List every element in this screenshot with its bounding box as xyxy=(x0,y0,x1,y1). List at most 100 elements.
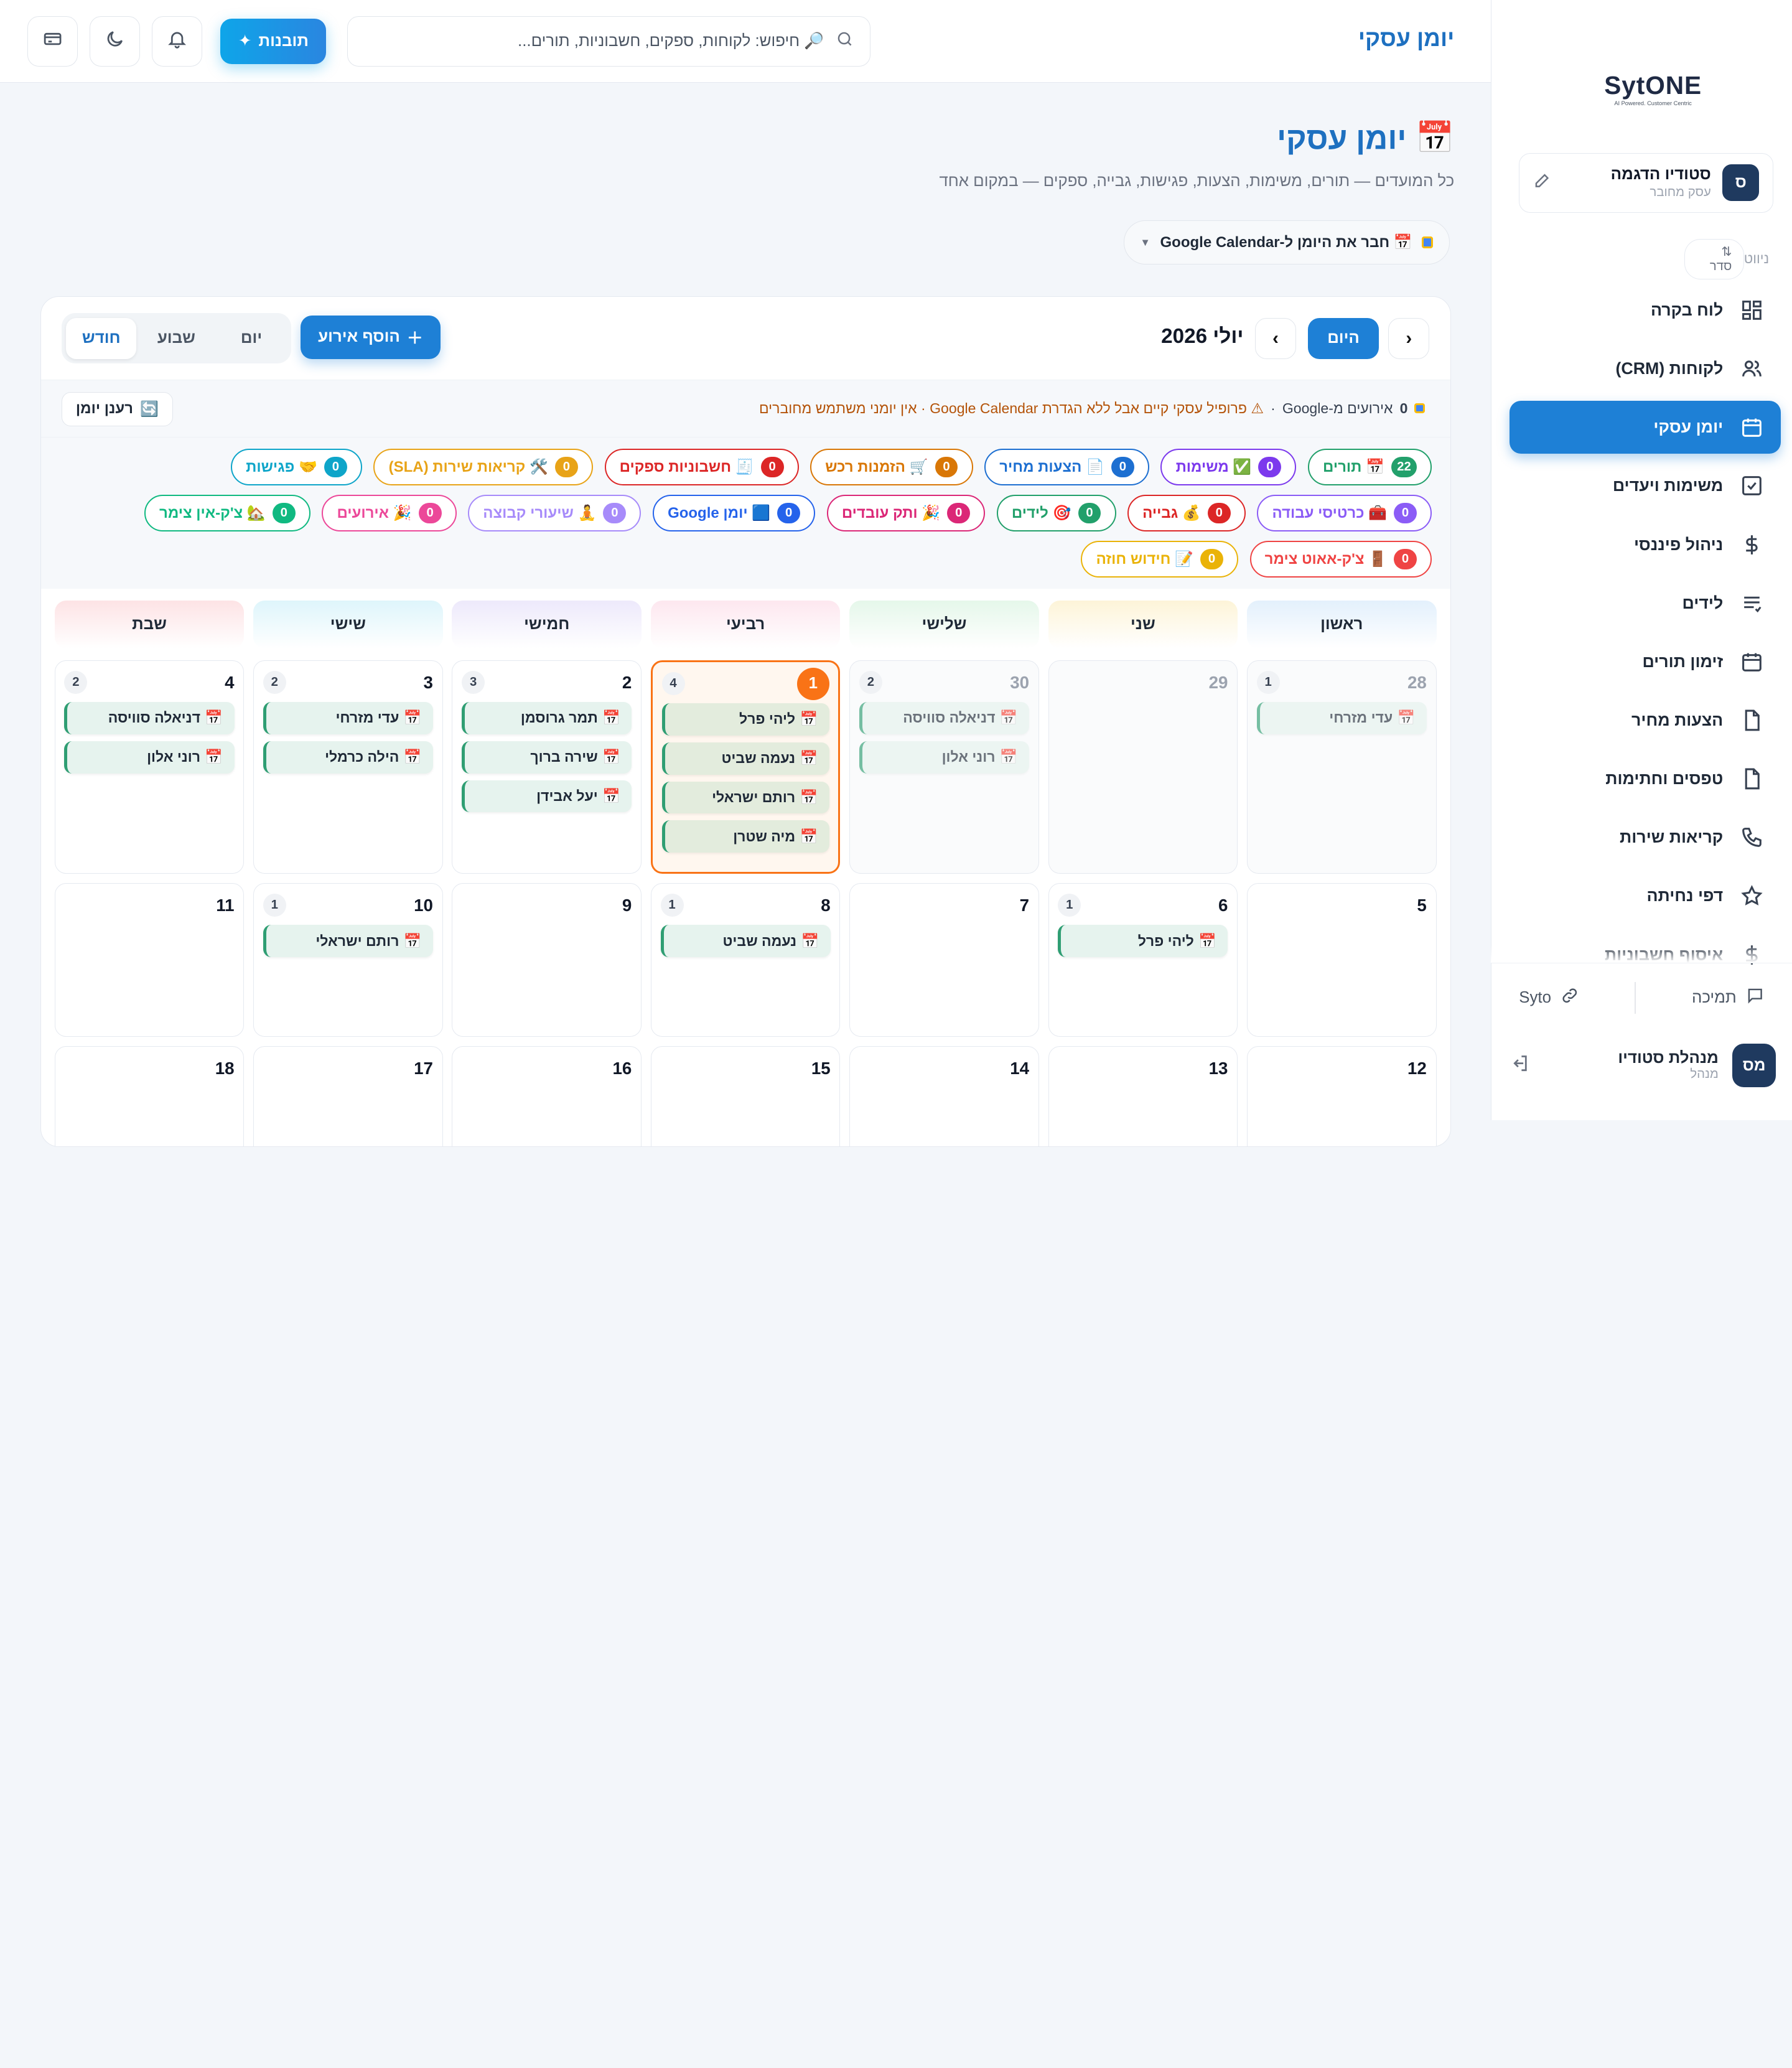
day-cell[interactable]: 10 1 📅 רותם ישראלי xyxy=(253,882,443,1037)
day-cell[interactable]: 18 xyxy=(54,1046,245,1146)
day-cell[interactable]: 16 xyxy=(452,1046,642,1146)
day-number: 15 xyxy=(811,1059,831,1078)
filter-chip[interactable]: 0 💰 גבייה xyxy=(1127,494,1246,531)
logo[interactable]: SytONE AI Powered. Customer Centric xyxy=(1602,71,1705,106)
calendar-event[interactable]: 📅 מיה שטרן xyxy=(661,820,829,853)
calendar-event[interactable]: 📅 עדי מזרחי xyxy=(1256,702,1427,734)
calendar-event[interactable]: 📅 נעמה שביט xyxy=(660,925,831,957)
filter-chip[interactable]: 0 🛒 הזמנות רכש xyxy=(810,448,973,486)
day-cell[interactable]: 9 xyxy=(452,882,642,1037)
calendar-event[interactable]: 📅 רותם ישראלי xyxy=(263,925,433,957)
calendar-event[interactable]: 📅 ליהי פרל xyxy=(661,703,829,736)
day-events: 📅 רותם ישראלי xyxy=(263,925,433,957)
pencil-icon[interactable] xyxy=(1533,171,1552,194)
calendar-event[interactable]: 📅 תמר גרוסמן xyxy=(462,702,632,734)
sidebar-item-2[interactable]: יומן עסקי xyxy=(1509,401,1781,454)
day-cell[interactable]: 3 2 📅 עדי מזרחי 📅 הילה כרמלי xyxy=(253,660,443,874)
user-avatar[interactable]: מס xyxy=(1732,1044,1776,1088)
support-link[interactable]: תמיכה xyxy=(1692,986,1764,1009)
google-calendar-connect[interactable]: 📅 חבר את היומן ל-Google Calendar ▼ xyxy=(1123,220,1450,264)
day-cell-today[interactable]: 1 4 📅 ליהי פרל 📅 נעמה שביט 📅 רותם ישראלי 📅 מיה שט… xyxy=(650,660,841,874)
calendar-event[interactable]: 📅 נעמה שביט xyxy=(661,742,829,775)
day-cell[interactable]: 29 xyxy=(1048,660,1238,874)
syto-link[interactable]: Syto xyxy=(1519,986,1579,1009)
day-cell[interactable]: 6 1 📅 ליהי פרל xyxy=(1048,882,1238,1037)
day-cell[interactable]: 8 1 📅 נעמה שביט xyxy=(650,882,841,1037)
add-event-button[interactable]: ＋ הוסף אירוע xyxy=(300,315,441,359)
view-option-0[interactable]: יום xyxy=(240,329,263,347)
sparkle-icon: ✦ xyxy=(238,32,252,50)
day-cell[interactable]: 28 1 📅 עדי מזרחי xyxy=(1246,660,1437,874)
filter-chip[interactable]: 0 ✅ משימות xyxy=(1160,448,1297,486)
dark-mode-button[interactable] xyxy=(89,16,141,67)
calendar-event[interactable]: 📅 הילה כרמלי xyxy=(263,741,433,774)
sidebar-item-0[interactable]: לוח בקרה xyxy=(1510,284,1781,337)
insights-button[interactable]: תובנות ✦ xyxy=(220,18,327,65)
view-option-2[interactable]: חודש xyxy=(66,317,137,359)
day-cell[interactable]: 17 xyxy=(253,1046,443,1146)
filter-chip[interactable]: 0 🟦 יומן Google xyxy=(652,494,816,531)
filter-chip[interactable]: 0 🛠️ קריאות שירות (SLA) xyxy=(373,448,594,486)
day-cell[interactable]: 30 2 📅 דניאלה סוויסה 📅 רוני אלון xyxy=(849,660,1039,874)
filter-chip[interactable]: 0 🎯 לידים xyxy=(996,494,1116,531)
filter-chip[interactable]: 0 🎉 ותק עובדים xyxy=(826,494,986,531)
day-cell[interactable]: 14 xyxy=(849,1046,1039,1146)
sidebar-item-1[interactable]: לקוחות (CRM) xyxy=(1510,342,1781,395)
day-cell[interactable]: 15 xyxy=(650,1046,841,1146)
calendar-event[interactable]: 📅 יעל אבידן xyxy=(462,780,632,813)
sidebar-item-3[interactable]: משימות ויעדים xyxy=(1510,459,1781,512)
filter-chip[interactable]: 0 🧘 שיעורי קבוצה xyxy=(468,494,642,531)
filter-chip[interactable]: 0 🎉 אירועים xyxy=(322,494,457,531)
day-cell[interactable]: 2 3 📅 תמר גרוסמן 📅 שירה ברוך 📅 יעל אבידן xyxy=(452,660,642,874)
calendar-event[interactable]: 📅 שירה ברוך xyxy=(462,741,632,774)
filter-chip[interactable]: 22 📅 תורים xyxy=(1307,448,1432,486)
day-cell[interactable]: 4 2 📅 דניאלה סוויסה 📅 רוני אלון xyxy=(54,660,245,874)
calendar-event[interactable]: 📅 ליהי פרל xyxy=(1058,925,1228,957)
chip-count: 0 xyxy=(272,502,296,523)
day-header: 12 xyxy=(1257,1056,1427,1082)
calendar-event[interactable]: 📅 רותם ישראלי xyxy=(661,781,829,814)
today-button[interactable]: היום xyxy=(1307,317,1379,359)
sidebar-item-6[interactable]: זימון תורים xyxy=(1510,635,1781,688)
sidebar-item-5[interactable]: לידים xyxy=(1510,577,1781,630)
notifications-button[interactable] xyxy=(151,16,202,67)
sidebar-item-label: קריאות שירות xyxy=(1620,828,1724,847)
sidebar-item-9[interactable]: קריאות שירות xyxy=(1510,811,1781,864)
filter-chip[interactable]: 0 🤝 פגישות xyxy=(230,448,362,486)
logout-icon[interactable] xyxy=(1510,1053,1530,1078)
filter-chip[interactable]: 0 🚪 צ'ק-אאוט צימר xyxy=(1249,540,1432,578)
day-cell[interactable]: 7 xyxy=(849,882,1039,1037)
search-input[interactable]: 🔎 חיפוש: לקוחות, ספקים, חשבוניות, תורים.… xyxy=(347,16,871,67)
filter-chip[interactable]: 0 🧰 כרטיסי עבודה xyxy=(1257,494,1432,531)
sidebar-item-8[interactable]: טפסים וחתימות xyxy=(1510,752,1781,805)
user-role: מנהל xyxy=(1690,1067,1719,1082)
day-cell[interactable]: 12 xyxy=(1246,1046,1437,1146)
filter-chip[interactable]: 0 📝 חידוש חוזה xyxy=(1081,540,1239,578)
calendar-event[interactable]: 📅 רוני אלון xyxy=(64,741,235,774)
next-month-button[interactable]: › xyxy=(1254,317,1297,359)
prev-month-button[interactable]: ‹ xyxy=(1388,317,1430,359)
calendar-event[interactable]: 📅 דניאלה סוויסה xyxy=(859,702,1030,734)
view-option-1[interactable]: שבוע xyxy=(157,329,195,347)
day-cell[interactable]: 11 xyxy=(54,882,245,1037)
day-cell[interactable]: 5 xyxy=(1246,882,1437,1037)
billing-button[interactable] xyxy=(27,16,78,67)
sidebar-item-label: דפי נחיתה xyxy=(1646,886,1724,905)
calendar-event[interactable]: 📅 רוני אלון xyxy=(859,741,1030,774)
chip-count: 0 xyxy=(603,502,627,523)
list-icon xyxy=(1739,591,1765,616)
filter-chip[interactable]: 0 🏡 צ'ק-אין צימר xyxy=(144,494,310,531)
day-header: 11 xyxy=(64,893,234,919)
calendar-event[interactable]: 📅 עדי מזרחי xyxy=(263,702,433,734)
org-card[interactable]: ס סטודיו הדגמה עסק מחובר xyxy=(1518,152,1774,213)
sidebar-item-7[interactable]: הצעות מחיר xyxy=(1510,694,1781,747)
day-cell[interactable]: 13 xyxy=(1048,1046,1238,1146)
sidebar-item-4[interactable]: ניהול פיננסי xyxy=(1510,518,1781,571)
refresh-icon: 🔄 xyxy=(140,400,159,418)
sidebar-item-10[interactable]: דפי נחיתה xyxy=(1510,869,1781,922)
sort-button[interactable]: ⇅ סדר xyxy=(1684,239,1744,279)
filter-chip[interactable]: 0 📄 הצעות מחיר xyxy=(984,448,1149,486)
calendar-event[interactable]: 📅 דניאלה סוויסה xyxy=(64,702,235,734)
refresh-calendar-button[interactable]: 🔄 רענן יומן xyxy=(61,391,174,427)
filter-chip[interactable]: 0 🧾 חשבוניות ספקים xyxy=(604,448,799,486)
